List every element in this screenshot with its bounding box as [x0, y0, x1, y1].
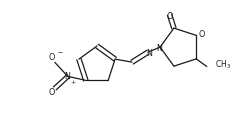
- Text: O: O: [49, 88, 55, 97]
- Text: O: O: [49, 53, 55, 62]
- Text: O: O: [166, 12, 173, 21]
- Text: N: N: [156, 44, 162, 53]
- Text: +: +: [70, 80, 75, 85]
- Text: −: −: [57, 49, 62, 54]
- Text: N: N: [64, 72, 70, 81]
- Text: CH$_3$: CH$_3$: [215, 58, 231, 71]
- Text: O: O: [198, 30, 204, 39]
- Text: N: N: [146, 49, 152, 58]
